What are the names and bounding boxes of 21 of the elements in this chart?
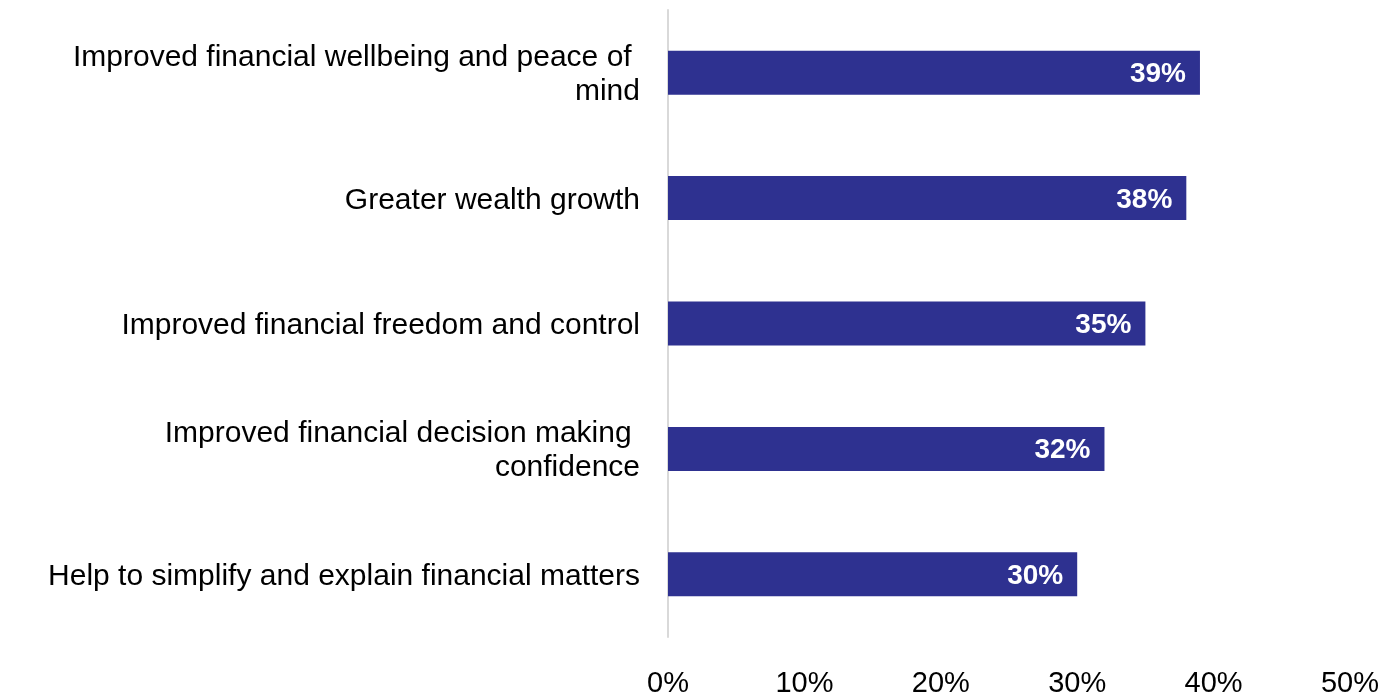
y-tick-label: Greater wealth growth	[344, 181, 640, 215]
x-tick-label: 0%	[647, 665, 689, 696]
y-tick-label: Improved financial wellbeing and peace of mind	[72, 39, 640, 107]
bar	[668, 426, 1105, 471]
bar	[668, 50, 1200, 95]
y-tick-label: Help to simplify and explain financial matters	[48, 557, 640, 591]
x-tick-label: 20%	[911, 665, 970, 696]
data-label: 32%	[1034, 433, 1091, 465]
y-tick-label: Improved financial decision making confidence	[164, 415, 640, 483]
bar	[668, 301, 1146, 346]
y-tick-label: Improved financial freedom and control	[121, 307, 640, 340]
bar	[668, 552, 1078, 597]
x-tick-label: 30%	[1048, 665, 1107, 696]
x-tick-label: 50%	[1320, 665, 1380, 696]
data-label: 38%	[1116, 182, 1173, 214]
x-tick-label: 10%	[775, 665, 834, 696]
bar	[668, 176, 1187, 221]
data-label: 35%	[1075, 308, 1132, 339]
data-label: 30%	[1007, 558, 1064, 590]
x-tick-label: 40%	[1184, 665, 1243, 696]
data-label: 39%	[1129, 57, 1187, 89]
